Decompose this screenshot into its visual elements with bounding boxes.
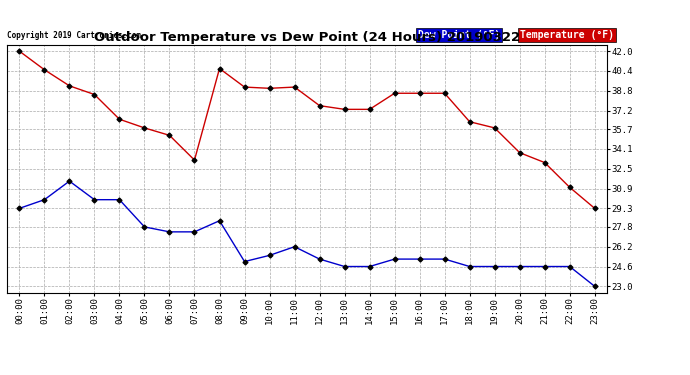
Title: Outdoor Temperature vs Dew Point (24 Hours) 20190322: Outdoor Temperature vs Dew Point (24 Hou… — [94, 31, 520, 44]
Text: Dew Point (°F): Dew Point (°F) — [418, 30, 500, 40]
Text: Copyright 2019 Cartronics.com: Copyright 2019 Cartronics.com — [7, 31, 141, 40]
Text: Temperature (°F): Temperature (°F) — [520, 30, 614, 40]
